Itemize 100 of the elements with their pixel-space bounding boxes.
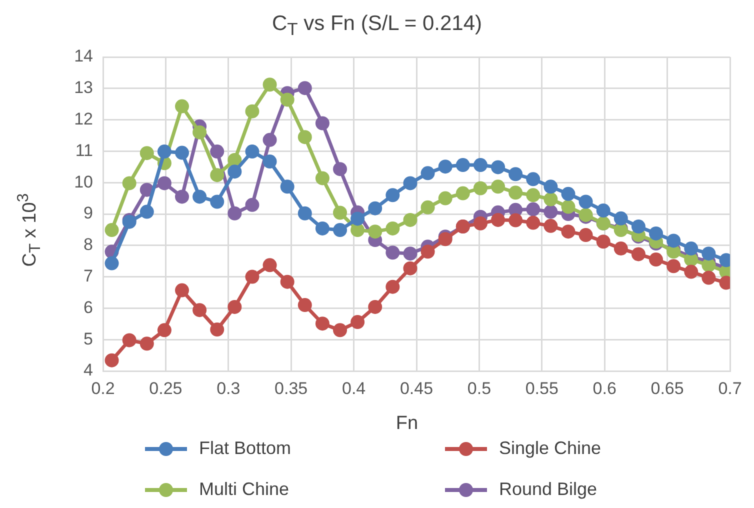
point — [298, 130, 312, 144]
point — [262, 258, 277, 272]
point — [333, 323, 348, 338]
point — [456, 186, 470, 200]
point — [544, 192, 558, 206]
point — [649, 252, 664, 267]
legend-label: Round Bilge — [499, 479, 598, 500]
y-tick-label: 11 — [75, 140, 93, 160]
legend-label: Flat Bottom — [199, 438, 292, 459]
point — [315, 316, 330, 331]
point — [245, 144, 260, 159]
point — [666, 259, 681, 274]
point — [350, 315, 365, 330]
point — [420, 166, 435, 180]
point — [104, 353, 119, 368]
point — [578, 194, 593, 209]
point — [403, 176, 418, 190]
x-axis-title: Fn — [394, 413, 420, 435]
point — [262, 154, 277, 169]
point — [350, 212, 365, 226]
point — [175, 146, 189, 160]
x-tick-label: 0.45 — [400, 378, 434, 398]
point — [561, 224, 576, 239]
point — [614, 211, 628, 226]
x-tick-label: 0.3 — [216, 378, 240, 398]
point — [508, 167, 523, 182]
y-tick-label: 10 — [74, 172, 93, 192]
point — [614, 242, 628, 256]
point — [491, 180, 506, 194]
point — [596, 234, 610, 249]
point — [526, 188, 540, 202]
point — [403, 246, 418, 261]
x-tick-label: 0.65 — [650, 378, 684, 398]
point — [280, 92, 294, 107]
point — [333, 162, 348, 176]
point — [333, 223, 348, 238]
point — [473, 216, 488, 230]
point — [192, 303, 207, 318]
point — [526, 216, 540, 230]
point — [104, 223, 119, 238]
x-tick-label: 0.4 — [342, 378, 366, 398]
point — [315, 221, 330, 236]
point — [456, 158, 470, 172]
point — [438, 191, 452, 206]
point — [228, 164, 242, 179]
point — [596, 204, 610, 218]
point — [140, 204, 154, 219]
point — [262, 132, 277, 147]
point — [315, 116, 330, 130]
x-tick-label: 0.7 — [718, 378, 742, 398]
point — [561, 186, 576, 201]
point — [315, 171, 330, 186]
point — [298, 206, 312, 220]
point — [438, 232, 452, 246]
point — [684, 264, 698, 279]
point — [368, 201, 382, 216]
point — [280, 274, 294, 289]
y-tick-label: 4 — [84, 360, 93, 380]
x-tick-label: 0.35 — [274, 378, 308, 398]
point — [350, 223, 365, 238]
legend-label: Single Chine — [499, 438, 602, 459]
point — [438, 160, 452, 174]
point — [491, 212, 506, 227]
y-tick-label: 7 — [84, 266, 93, 286]
point — [122, 333, 136, 348]
point — [386, 280, 400, 294]
point — [210, 194, 224, 209]
point — [175, 190, 189, 204]
point — [192, 125, 207, 140]
chart-title: C$_{T}$ vs Fn (S/L = 0.214) — [270, 12, 484, 40]
point — [245, 270, 260, 284]
y-tick-label: 8 — [84, 235, 93, 254]
point — [140, 146, 154, 160]
point — [157, 323, 172, 338]
y-tick-label: 6 — [84, 298, 93, 317]
x-tick-label: 0.6 — [592, 378, 616, 398]
point — [526, 172, 540, 186]
point — [508, 213, 523, 228]
point — [702, 246, 716, 261]
point — [473, 181, 488, 196]
point — [649, 226, 664, 240]
point — [192, 190, 207, 204]
point — [386, 221, 400, 236]
point — [122, 176, 136, 190]
point — [386, 188, 400, 202]
x-tick-label: 0.5 — [467, 378, 492, 398]
point — [157, 144, 172, 159]
y-tick-label: 5 — [84, 329, 93, 348]
point — [210, 168, 224, 182]
point — [386, 246, 400, 260]
point — [403, 261, 418, 276]
y-tick-label: 12 — [74, 109, 93, 128]
point — [368, 224, 382, 239]
point — [210, 144, 224, 159]
point — [666, 234, 681, 248]
point — [175, 283, 189, 298]
point — [210, 322, 224, 337]
point — [298, 81, 312, 96]
point — [333, 206, 348, 220]
y-tick-label: 14 — [74, 46, 93, 66]
